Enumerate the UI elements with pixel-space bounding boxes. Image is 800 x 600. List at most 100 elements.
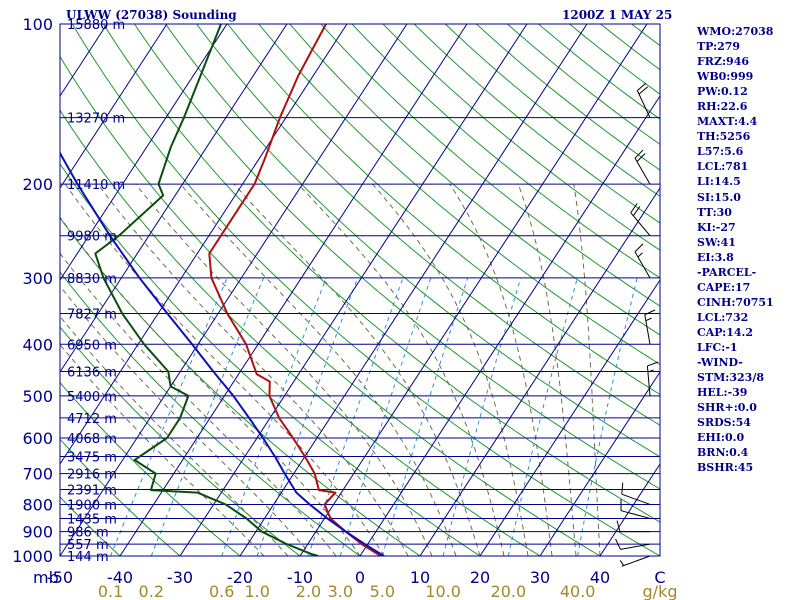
mixing-ratio-label: 2.0 [296, 582, 321, 600]
index-line: STM:323/8 [697, 371, 764, 385]
index-line: SRDS:54 [697, 416, 751, 430]
isotherm [539, 371, 660, 556]
index-line: EI:3.8 [697, 250, 734, 264]
moist-adiabat [180, 183, 457, 556]
mixing-ratio-label: 0.1 [98, 582, 123, 600]
isobars [60, 23, 660, 557]
pressure-label: 600 [22, 429, 53, 448]
height-label: 144 m [67, 550, 109, 565]
height-label: 13270 m [67, 112, 125, 127]
height-label: 15880 m [67, 18, 125, 33]
moist-adiabat [573, 184, 601, 556]
pressure-label: 700 [22, 465, 53, 484]
pressure-label: 300 [22, 269, 53, 288]
index-line: -WIND- [697, 356, 743, 370]
temperature-label: 0 [355, 568, 365, 587]
height-label: 7827 m [67, 307, 117, 322]
isotherm [239, 24, 588, 556]
wind-barb [646, 361, 659, 396]
isotherm [419, 187, 660, 556]
moist-adiabat [60, 343, 265, 556]
isotherm [60, 24, 348, 465]
isotherm [119, 24, 468, 556]
isotherm [479, 279, 660, 556]
dry-adiabats [60, 24, 660, 556]
mixing-ratio-lines [110, 277, 638, 556]
temperature-label: -50 [47, 568, 73, 587]
height-label: 1435 m [67, 512, 117, 527]
wind-barb [621, 482, 651, 505]
height-labels: 15880 m 13270 m 11410 m 9980 m 8830 m 7827 m 6… [67, 18, 125, 565]
index-line: MAXT:4.4 [697, 115, 758, 129]
index-line: CINH:70751 [697, 295, 774, 309]
pressure-label: 100 [22, 15, 53, 34]
height-label: 557 m [67, 538, 109, 553]
temperature-label: 10 [410, 568, 430, 587]
mixing-ratio-labels: 0.1 0.2 0.6 1.0 2.0 3.0 5.0 10.0 20.0 40.0 g/kg [98, 582, 678, 600]
mixing-ratio-label: 3.0 [328, 582, 353, 600]
index-panel: WMO:27038 TP:279 FRZ:946 WB0:999 PW:0.12 RH:2… [697, 24, 800, 475]
wind-barbs [615, 82, 659, 567]
wind-barb [636, 82, 651, 118]
height-label: 2391 m [67, 484, 117, 499]
y-axis-label: mb [33, 568, 59, 587]
index-line: HEL:-39 [697, 386, 748, 400]
isotherm [179, 24, 528, 556]
dry-adiabat [60, 271, 361, 556]
height-label: 5400 m [67, 390, 117, 405]
pressure-label: 400 [22, 335, 53, 354]
temperature-label: -40 [107, 568, 133, 587]
pressure-label: 500 [22, 387, 53, 406]
index-line: WMO:27038 [697, 25, 774, 38]
index-line: EHI:0.0 [697, 431, 745, 445]
moist-adiabat [64, 183, 385, 556]
index-line: RH:22.6 [697, 100, 748, 114]
mixing-ratio-line [507, 277, 578, 556]
wind-barb [630, 203, 651, 237]
mixing-ratio-line [381, 277, 469, 556]
temperature-label: 30 [530, 568, 550, 587]
moist-adiabat [135, 183, 433, 556]
index-line: SI:15.0 [697, 190, 741, 204]
parcel-trace [60, 151, 385, 556]
index-line: BSHR:45 [697, 461, 754, 475]
isotherm [299, 24, 648, 556]
mixing-ratio-label: 20.0 [491, 582, 527, 600]
moist-adiabat [449, 183, 553, 556]
index-line: CAP:14.2 [697, 325, 754, 339]
isotherms [60, 24, 660, 556]
height-label: 8830 m [67, 272, 117, 287]
wind-barb [620, 499, 651, 519]
index-line: LCL:732 [697, 310, 749, 324]
index-line: TT:30 [697, 205, 732, 219]
height-label: 1900 m [67, 498, 117, 513]
wind-barb [644, 309, 656, 345]
height-label: 3475 m [67, 450, 117, 465]
pressure-label: 900 [22, 523, 53, 542]
index-line: LCL:781 [697, 160, 749, 174]
index-line: SW:41 [697, 235, 736, 249]
wind-barb [634, 149, 651, 185]
temperature-label: -10 [287, 568, 313, 587]
temperature-label: 20 [470, 568, 490, 587]
isotherm [359, 95, 660, 556]
temperature-label: C [654, 568, 665, 587]
height-label: 6136 m [67, 366, 117, 381]
height-label: 6950 m [67, 338, 117, 353]
temperature-trace [208, 24, 385, 556]
mixing-ratio-label: 0.2 [139, 582, 164, 600]
mixing-ratio-label: 10.0 [425, 582, 461, 600]
index-line: TH:5256 [697, 130, 751, 144]
height-label: 2916 m [67, 468, 117, 483]
pressure-label: 1000 [12, 547, 53, 566]
temperature-label: -20 [227, 568, 253, 587]
height-label: 9980 m [67, 230, 117, 245]
index-line: LFC:-1 [697, 340, 738, 354]
isotherm [60, 24, 168, 189]
mixing-ratio-line [442, 277, 522, 556]
pressure-labels: 100 200 300 400 500 600 700 800 900 1000 [12, 15, 53, 566]
mixing-ratio-line [577, 277, 638, 556]
height-label: 4068 m [67, 432, 117, 447]
isotherm [60, 24, 408, 556]
